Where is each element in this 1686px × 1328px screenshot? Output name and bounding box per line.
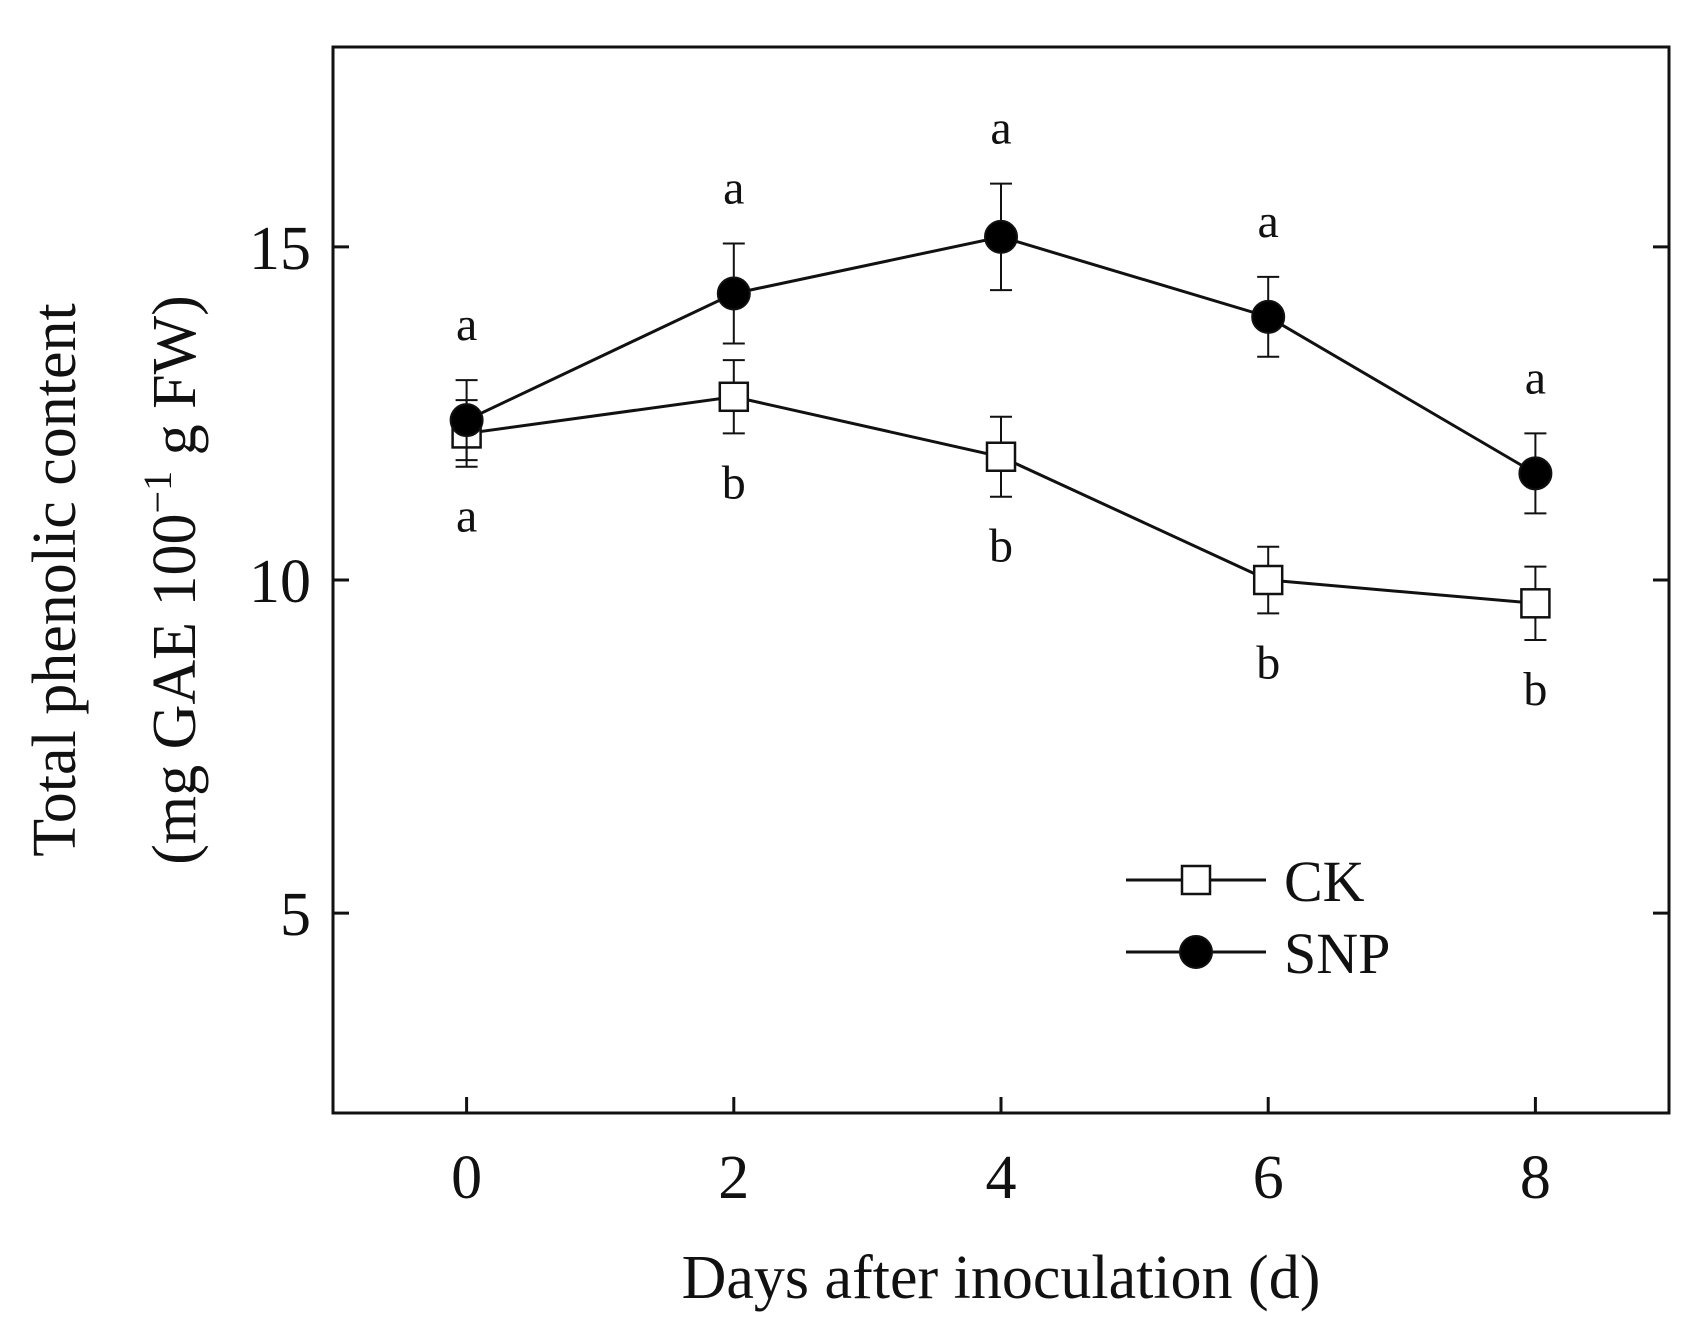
data-point-snp-6 [1251,299,1286,334]
significance-label-snp-4: a [990,102,1011,155]
significance-label-snp-6: a [1258,195,1279,248]
x-tick-label-0: 0 [451,1144,482,1212]
x-axis-label: Days after inoculation (d) [682,1244,1321,1312]
y-axis-label-line1: Total phenolic content [21,303,89,857]
significance-label-snp-0: a [456,298,477,351]
series-layer [449,182,1553,641]
y-axis-label-line2: (mg GAE 100−1 g FW) [135,295,209,865]
significance-label-snp-2: a [723,162,744,215]
data-point-ck-8 [1520,588,1551,619]
data-point-snp-4 [984,219,1018,254]
data-point-snp-0 [449,403,484,438]
y-axis-label-superscript: −1 [135,471,180,514]
legend-marker-ck [1180,864,1212,896]
significance-label-ck-4: b [989,520,1013,573]
y-axis-label: Total phenolic content [21,303,89,857]
series-snp [449,182,1553,515]
x-tick-label-8: 8 [1520,1144,1551,1212]
data-point-ck-6 [1252,564,1284,596]
significance-label-snp-8: a [1525,351,1546,404]
x-tick-label-4: 4 [986,1144,1017,1212]
y-axis-ticks: 5 10 15 [249,215,1669,949]
legend: CK SNP [1126,849,1390,986]
data-point-ck-4 [985,441,1017,472]
significance-label-ck-8: b [1523,663,1547,716]
x-axis-ticks: 0 2 4 6 8 [451,1097,1551,1212]
data-point-snp-8 [1518,456,1553,491]
data-point-snp-2 [716,276,751,311]
y-tick-label-10: 10 [249,548,311,616]
x-tick-label-2: 2 [718,1144,749,1212]
y-axis-label-units: (mg GAE 100−1 g FW) [135,295,209,865]
x-tick-label-6: 6 [1253,1144,1284,1212]
significance-labels: a b b b b a a a a a [456,102,1547,716]
significance-label-ck-0: a [456,490,477,543]
significance-label-ck-6: b [1256,636,1280,689]
y-axis-label-prefix: (mg GAE 100 [141,513,209,864]
legend-label-ck: CK [1284,849,1365,914]
y-tick-label-5: 5 [280,881,311,949]
legend-marker-snp [1179,935,1213,969]
y-axis-label-suffix: g FW) [141,295,209,471]
significance-label-ck-2: b [722,456,746,509]
legend-label-snp: SNP [1284,921,1390,986]
y-tick-label-15: 15 [249,215,311,283]
data-point-ck-2 [718,381,750,413]
